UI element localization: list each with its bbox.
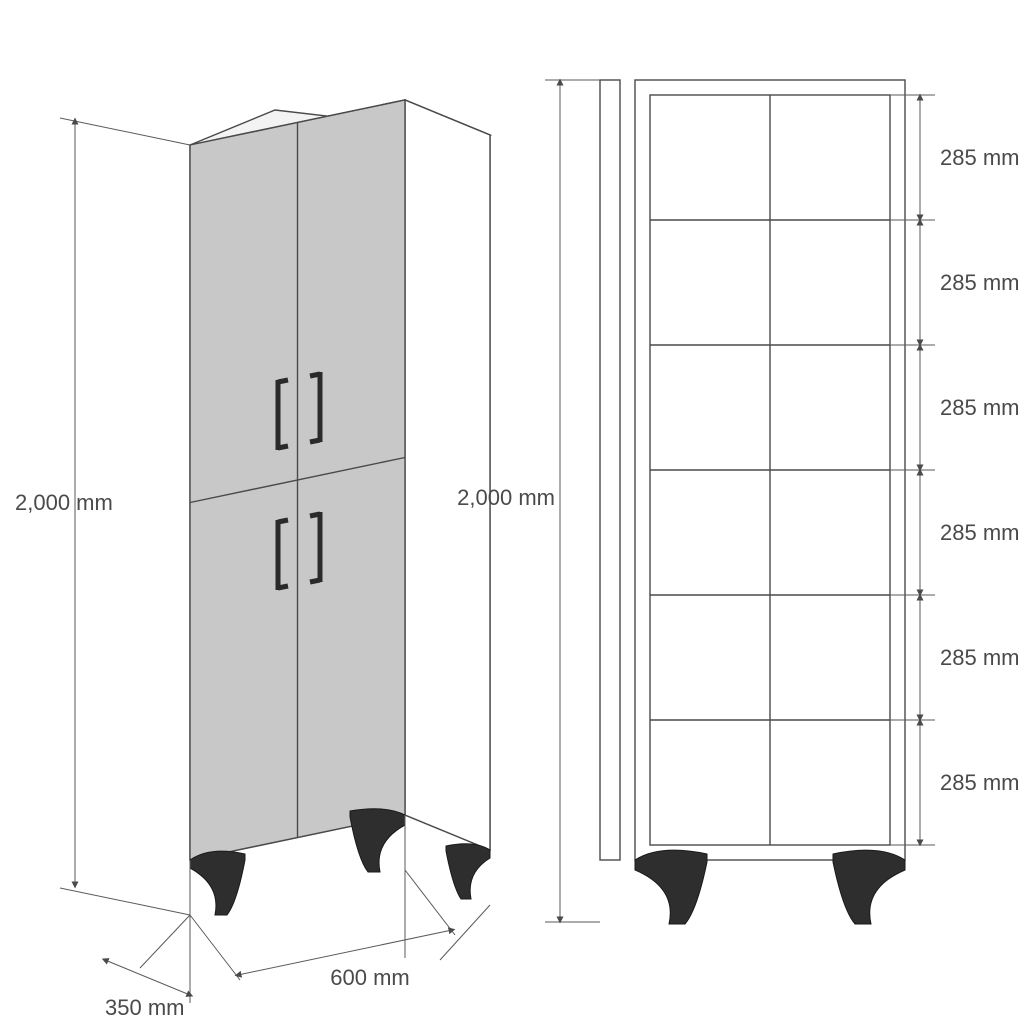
shelf-label-3: 285 mm	[940, 520, 1019, 545]
dim-depth-iso-label: 350 mm	[105, 995, 184, 1020]
dim-width-iso-label: 600 mm	[330, 965, 409, 990]
shelf-label-0: 285 mm	[940, 145, 1019, 170]
isometric-view: 2,000 mm 600 mm 350 mm	[15, 100, 490, 1020]
dim-shelves: 285 mm 285 mm 285 mm 285 mm 285 mm 285 m…	[890, 95, 1019, 845]
dim-height-front-label: 2,000 mm	[457, 485, 555, 510]
shelf-label-2: 285 mm	[940, 395, 1019, 420]
shelf-label-1: 285 mm	[940, 270, 1019, 295]
cabinet-legs-front	[635, 850, 905, 924]
dim-height-iso: 2,000 mm	[15, 118, 190, 915]
front-view: 2,000 mm 285 mm 285 mm 285 mm 285 mm 285…	[457, 80, 1019, 924]
front-side-panel	[600, 80, 620, 860]
dimension-drawing: 2,000 mm 600 mm 350 mm	[0, 0, 1024, 1024]
shelf-label-4: 285 mm	[940, 645, 1019, 670]
shelf-label-5: 285 mm	[940, 770, 1019, 795]
dim-height-iso-label: 2,000 mm	[15, 490, 113, 515]
